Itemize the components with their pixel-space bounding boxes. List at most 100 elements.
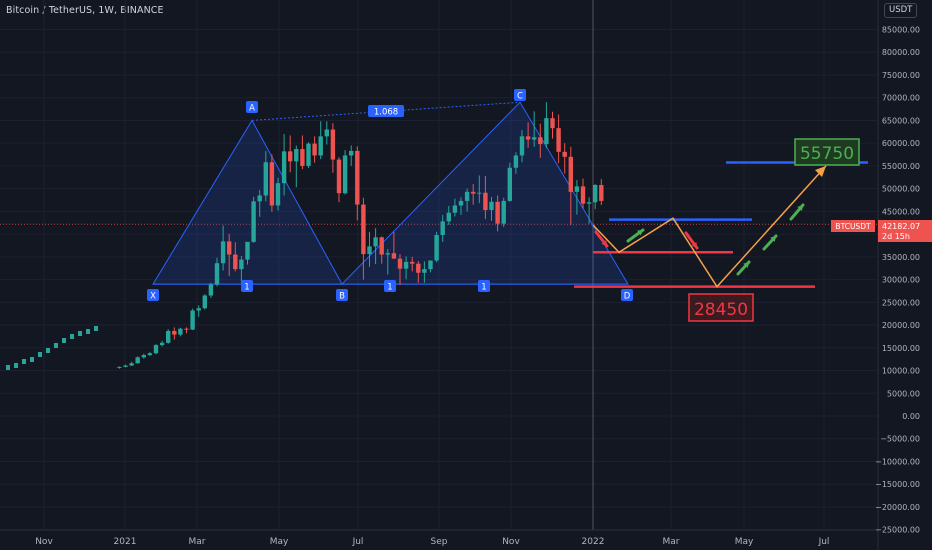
- candle-body: [428, 260, 433, 270]
- candle-body: [6, 365, 10, 370]
- symbol-tag-bg: [831, 220, 875, 232]
- y-tick-label: 45000.00: [882, 207, 920, 216]
- candle-body: [233, 254, 238, 270]
- candle-body: [281, 151, 287, 184]
- y-tick-label: 10000.00: [882, 367, 920, 376]
- pattern-marker-1: 1: [244, 283, 249, 293]
- candle-body: [172, 330, 177, 335]
- pattern-marker-3-bg: [478, 280, 490, 292]
- candle-body: [556, 128, 561, 152]
- y-tick-label: −10000.00: [875, 457, 920, 466]
- x-tick-label: 2022: [582, 537, 605, 547]
- candle-body: [501, 200, 506, 224]
- y-tick-label: 20000.00: [882, 321, 920, 330]
- candle-body: [397, 258, 403, 269]
- candle-body: [434, 235, 439, 261]
- candle-body: [275, 183, 281, 206]
- candle-body: [568, 156, 573, 192]
- candle-body: [184, 328, 189, 330]
- last-price-value: 42182.07: [882, 222, 920, 231]
- pattern-label-b-bg: [336, 289, 348, 301]
- candle-body: [263, 162, 268, 196]
- candle-body: [355, 150, 360, 205]
- y-axis-panel: [878, 0, 932, 550]
- pattern-label-d-bg: [621, 289, 633, 301]
- projection-arrowhead: [815, 166, 826, 177]
- candle-body: [464, 191, 470, 201]
- candle-body: [123, 365, 128, 367]
- candle-body: [513, 155, 519, 168]
- y-tick-label: −5000.00: [880, 435, 920, 444]
- candle-body: [46, 348, 50, 353]
- candle-body: [416, 263, 421, 273]
- pattern-label-c: C: [517, 92, 523, 102]
- y-tick-label: 85000.00: [882, 26, 920, 35]
- candle-body: [477, 192, 482, 194]
- pattern-label-a-bg: [246, 101, 258, 113]
- red-arrow-2-head: [691, 242, 697, 248]
- candle-body: [141, 355, 146, 358]
- candle-body: [38, 352, 42, 357]
- target-low-box: [688, 293, 754, 322]
- symbol-title[interactable]: Bitcoin / TetherUS, 1W, BINANCE: [6, 5, 164, 16]
- candle-body: [385, 253, 390, 255]
- candle-body: [574, 186, 580, 192]
- pattern-label-x-bg: [147, 289, 159, 301]
- pattern-label-a: A: [249, 104, 255, 114]
- candle-body: [525, 136, 531, 140]
- pattern-label-d: D: [624, 292, 631, 302]
- candle-body: [550, 118, 555, 129]
- candle-body: [324, 129, 329, 137]
- y-tick-label: 50000.00: [882, 185, 920, 194]
- y-tick-label: 5000.00: [887, 389, 920, 398]
- y-tick-label: 0.00: [902, 412, 920, 421]
- candle-body: [159, 342, 165, 346]
- candle-body: [306, 143, 311, 166]
- candle-body: [495, 201, 500, 224]
- candle-body: [220, 241, 226, 264]
- candle-body: [190, 310, 195, 330]
- pattern-label-x: X: [150, 292, 156, 302]
- target-high-label: 55750: [800, 144, 854, 164]
- candle-body: [239, 259, 244, 270]
- candle-body: [86, 329, 90, 334]
- candle-body: [544, 118, 549, 145]
- candle-body: [129, 363, 134, 366]
- candle-body: [410, 261, 415, 264]
- candle-body: [471, 191, 476, 194]
- candle-body: [300, 149, 305, 166]
- x-tick-label: May: [270, 537, 289, 547]
- pattern-marker-1-bg: [241, 280, 253, 292]
- candle-body: [507, 167, 512, 201]
- y-tick-label: −25000.00: [875, 526, 920, 535]
- candle-body: [403, 261, 409, 269]
- y-tick-label: 35000.00: [882, 253, 920, 262]
- y-tick-label: −15000.00: [875, 480, 920, 489]
- candle-body: [94, 326, 98, 331]
- candle-body: [251, 201, 256, 242]
- y-tick-label: −20000.00: [875, 503, 920, 512]
- candle-body: [22, 359, 26, 364]
- symbol-tag: BTCUSDT: [835, 222, 871, 231]
- currency-badge[interactable]: USDT: [884, 3, 918, 18]
- x-tick-label: Nov: [35, 537, 53, 547]
- green-arrow-4-head: [797, 205, 803, 211]
- candle-body: [202, 295, 207, 309]
- pattern-label-c-bg: [514, 89, 526, 101]
- y-tick-label: 15000.00: [882, 344, 920, 353]
- pattern-ratio-label: 1.068: [374, 108, 398, 118]
- pattern-marker-3: 1: [481, 283, 486, 293]
- candle-body: [178, 328, 183, 335]
- candle-body: [489, 201, 494, 211]
- pattern-marker-2: 1: [387, 283, 392, 293]
- candle-body: [440, 221, 445, 236]
- pattern-marker-2-bg: [384, 280, 396, 292]
- candle-body: [458, 200, 464, 206]
- x-tick-label: Nov: [502, 537, 520, 547]
- candle-body: [349, 150, 354, 156]
- countdown-value: 2d 15h: [882, 232, 910, 241]
- x-tick-label: Sep: [431, 537, 448, 547]
- candle-body: [586, 202, 592, 204]
- candle-body: [342, 155, 348, 194]
